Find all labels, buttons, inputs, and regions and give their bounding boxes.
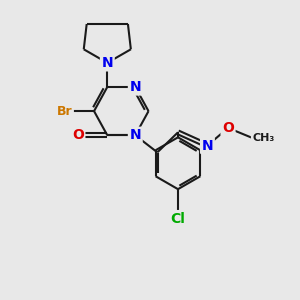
Text: N: N [130,80,141,94]
Text: O: O [72,128,84,142]
Text: Cl: Cl [170,212,185,226]
Text: N: N [130,128,141,142]
Text: O: O [222,121,234,135]
Text: N: N [202,139,213,153]
Text: CH₃: CH₃ [252,133,274,143]
Text: N: N [101,56,113,70]
Text: Br: Br [57,105,72,118]
